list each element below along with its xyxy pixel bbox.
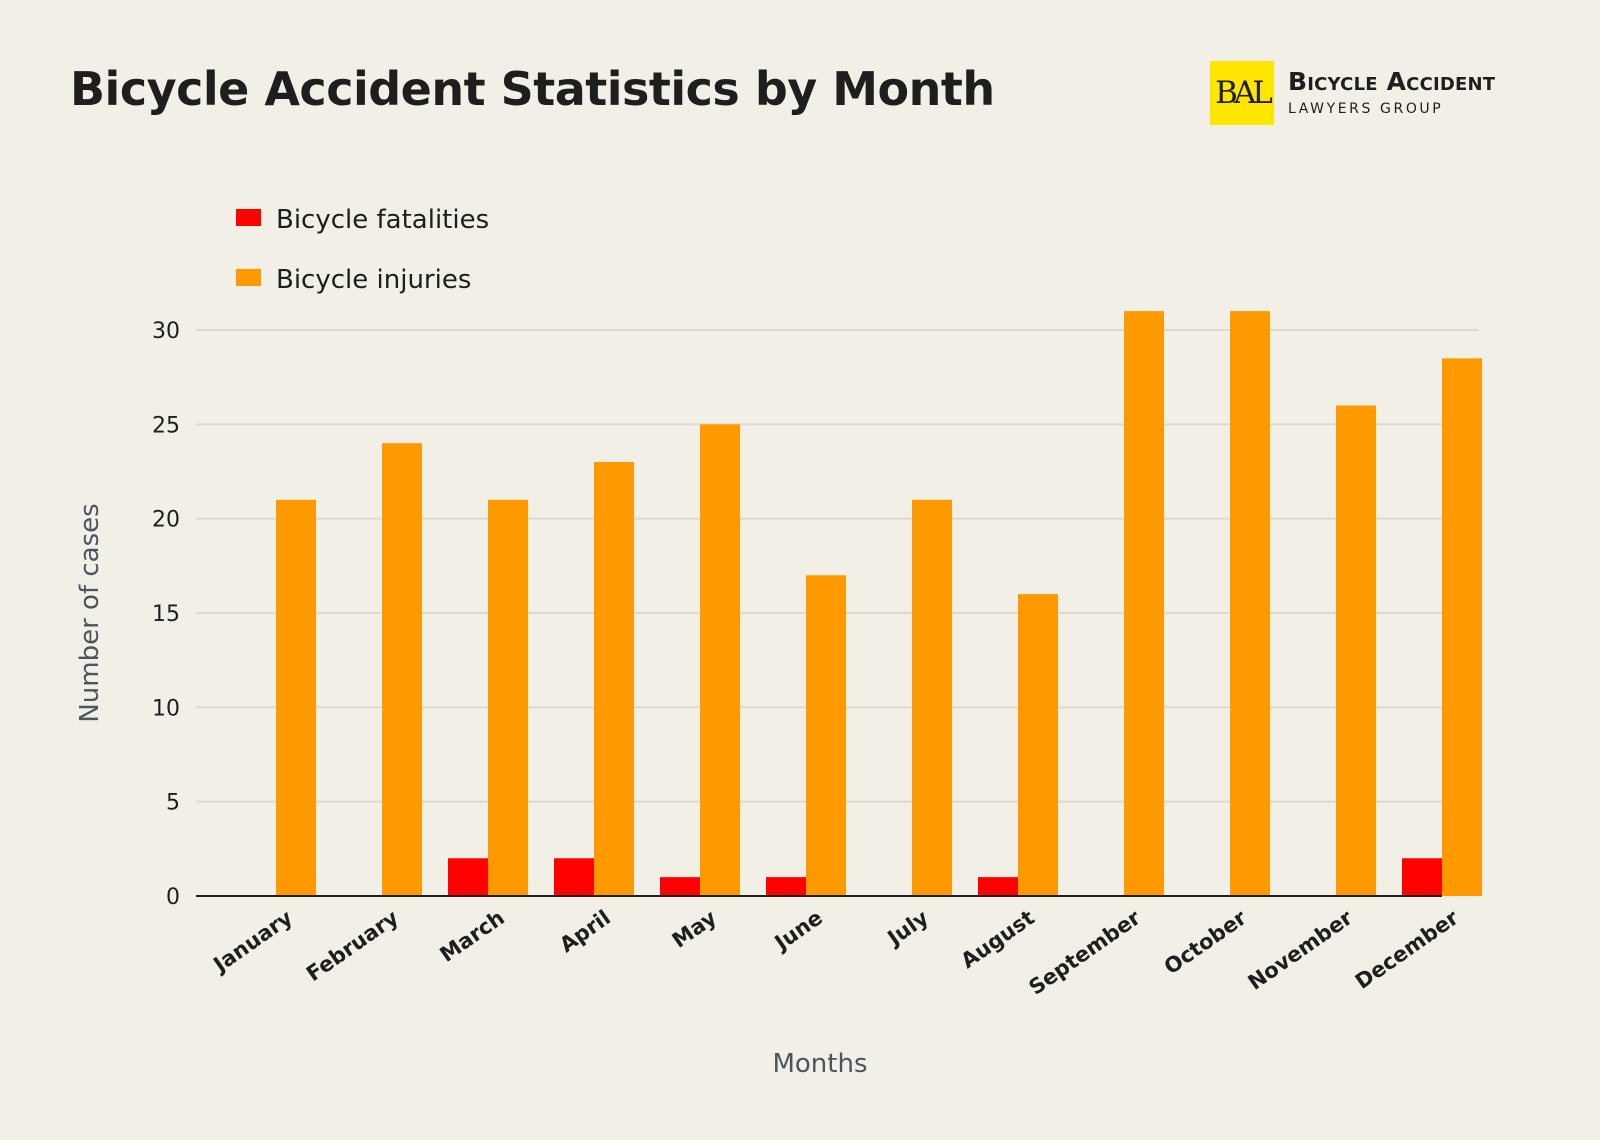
bar-injuries-may [700, 424, 740, 896]
y-tick-label: 10 [152, 696, 180, 721]
bar-injuries-february [382, 443, 422, 896]
y-tick-label: 25 [152, 413, 180, 438]
x-axis-title: Months [772, 1049, 867, 1079]
x-tick-label: August [957, 905, 1039, 973]
bar-injuries-august [1018, 594, 1058, 896]
legend-label-fatalities: Bicycle fatalities [276, 205, 489, 235]
y-tick-label: 5 [166, 791, 180, 816]
x-tick-label: February [302, 905, 403, 986]
bar-injuries-september [1124, 311, 1164, 897]
x-tick-label: October [1160, 905, 1252, 979]
logo-name: Bicycle Accident [1288, 67, 1496, 96]
bar-injuries-april [594, 462, 634, 896]
x-tick-label: November [1244, 905, 1358, 995]
bar-injuries-november [1336, 405, 1376, 896]
logo-subtitle: LAWYERS GROUP [1288, 101, 1444, 117]
bar-injuries-december [1442, 358, 1482, 896]
x-tick-label: January [208, 905, 297, 978]
x-tick-label: December [1351, 905, 1463, 994]
bar-injuries-january [276, 499, 316, 896]
x-tick-label: September [1024, 905, 1145, 1000]
y-tick-label: 0 [166, 885, 180, 910]
legend-swatch-injuries [236, 269, 261, 286]
bar-injuries-october [1230, 311, 1270, 897]
bar-fatalities-may [660, 877, 700, 896]
y-axis-title: Number of cases [75, 503, 105, 722]
logo-mark-icon: BAL [1210, 61, 1274, 125]
x-tick-label: July [882, 905, 933, 951]
y-tick-label: 15 [152, 602, 180, 627]
y-tick-label: 20 [152, 508, 180, 533]
bar-injuries-june [806, 575, 846, 896]
x-tick-label: April [555, 905, 615, 957]
x-tick-label: March [435, 905, 508, 966]
bar-fatalities-april [554, 858, 594, 896]
bar-fatalities-august [978, 877, 1018, 896]
x-tick-label: May [668, 905, 721, 952]
bar-fatalities-december [1402, 858, 1442, 896]
bar-injuries-july [912, 499, 952, 896]
chart-title: Bicycle Accident Statistics by Month [70, 62, 995, 116]
bar-injuries-march [488, 499, 528, 896]
y-tick-label: 30 [152, 319, 180, 344]
x-tick-label: June [769, 905, 827, 956]
legend-swatch-fatalities [236, 209, 261, 226]
bar-fatalities-june [766, 877, 806, 896]
legend-label-injuries: Bicycle injuries [276, 265, 471, 295]
bar-fatalities-march [448, 858, 488, 896]
